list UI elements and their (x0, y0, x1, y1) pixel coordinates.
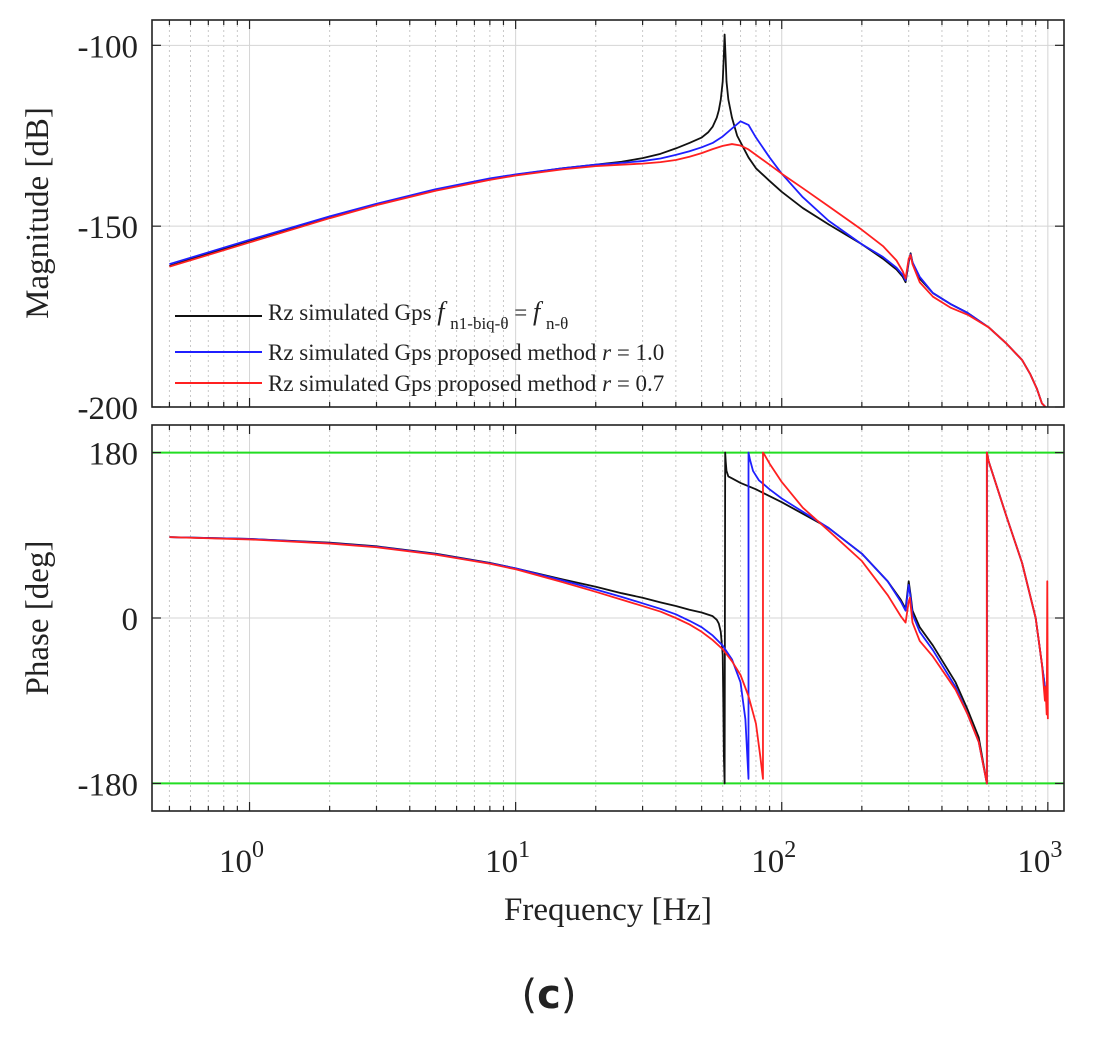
legend: Rz simulated Gps f n1-biq-θ = f n-θ Rz s… (175, 297, 664, 396)
x-axis-label: Frequency [Hz] (504, 892, 712, 928)
legend-math-f2: f (533, 297, 544, 326)
x-tick-exponent: 2 (784, 837, 796, 863)
magnitude-y-ticks: -100 -150 -200 (78, 29, 1064, 427)
y-tick-label: 180 (89, 437, 139, 473)
legend-entry-black: Rz simulated Gps f n1-biq-θ = f n-θ (268, 297, 568, 334)
x-tick-base: 10 (751, 844, 784, 880)
magnitude-x-tick-marks (168, 20, 1049, 407)
magnitude-series (169, 33, 1047, 408)
x-tick-exponent: 1 (518, 837, 530, 863)
y-tick-label: 0 (122, 602, 139, 638)
legend-math-eq: = (514, 300, 527, 325)
x-tick-label: 102 (751, 837, 796, 880)
phase-reference-lines (152, 451, 1064, 785)
x-tick-label: 100 (219, 837, 264, 880)
magnitude-axes-frame (151, 19, 1065, 408)
legend-entry-blue-text: Rz simulated Gps proposed method (268, 340, 602, 365)
y-tick-label: -180 (78, 767, 139, 803)
legend-entry-red: Rz simulated Gps proposed method r = 0.7 (268, 371, 664, 396)
y-tick-label: -100 (78, 29, 139, 65)
magnitude-panel: -100 -150 -200 Magnitude [dB] Rz simulated… (20, 19, 1065, 427)
x-tick-base: 10 (219, 844, 252, 880)
figure-panel-label: (c) (0, 972, 1098, 1018)
phase-y-ticks: 180 0 -180 (78, 437, 1064, 803)
panel-label-open: ( (521, 972, 538, 1018)
legend-math-sub2: n-θ (546, 314, 568, 333)
magnitude-y-axis-label: Magnitude [dB] (20, 107, 56, 319)
legend-math-f1: f (437, 297, 448, 326)
series-line-red (169, 143, 1047, 408)
x-tick-label: 101 (485, 837, 530, 880)
series-line-blue (169, 120, 1047, 408)
panel-label-letter: c (537, 972, 561, 1018)
legend-entry-red-r: r (602, 371, 612, 396)
phase-y-axis-label: Phase [deg] (20, 541, 56, 696)
series-line-red (169, 451, 1049, 785)
legend-entry-black-text: Rz simulated Gps (268, 300, 437, 325)
legend-entry-red-value: = 0.7 (617, 371, 664, 396)
y-tick-label: -150 (78, 210, 139, 246)
legend-entry-blue: Rz simulated Gps proposed method r = 1.0 (268, 340, 664, 365)
phase-x-tick-marks (168, 425, 1049, 811)
x-tick-exponent: 3 (1050, 837, 1062, 863)
legend-entry-blue-value: = 1.0 (617, 340, 664, 365)
panel-label-close: ) (560, 972, 577, 1018)
phase-axes-frame (151, 424, 1065, 812)
x-tick-label: 103 (1017, 837, 1062, 880)
x-tick-labels: 100 101 102 103 (219, 837, 1062, 880)
legend-entry-red-text: Rz simulated Gps proposed method (268, 371, 602, 396)
x-tick-base: 10 (1017, 844, 1050, 880)
phase-gridlines (152, 425, 1064, 811)
y-tick-label: -200 (78, 391, 139, 427)
legend-entry-blue-r: r (602, 340, 612, 365)
x-tick-exponent: 0 (252, 837, 264, 863)
legend-math-sub1: n1-biq-θ (450, 314, 508, 333)
phase-series (169, 451, 1049, 785)
x-tick-base: 10 (485, 844, 518, 880)
